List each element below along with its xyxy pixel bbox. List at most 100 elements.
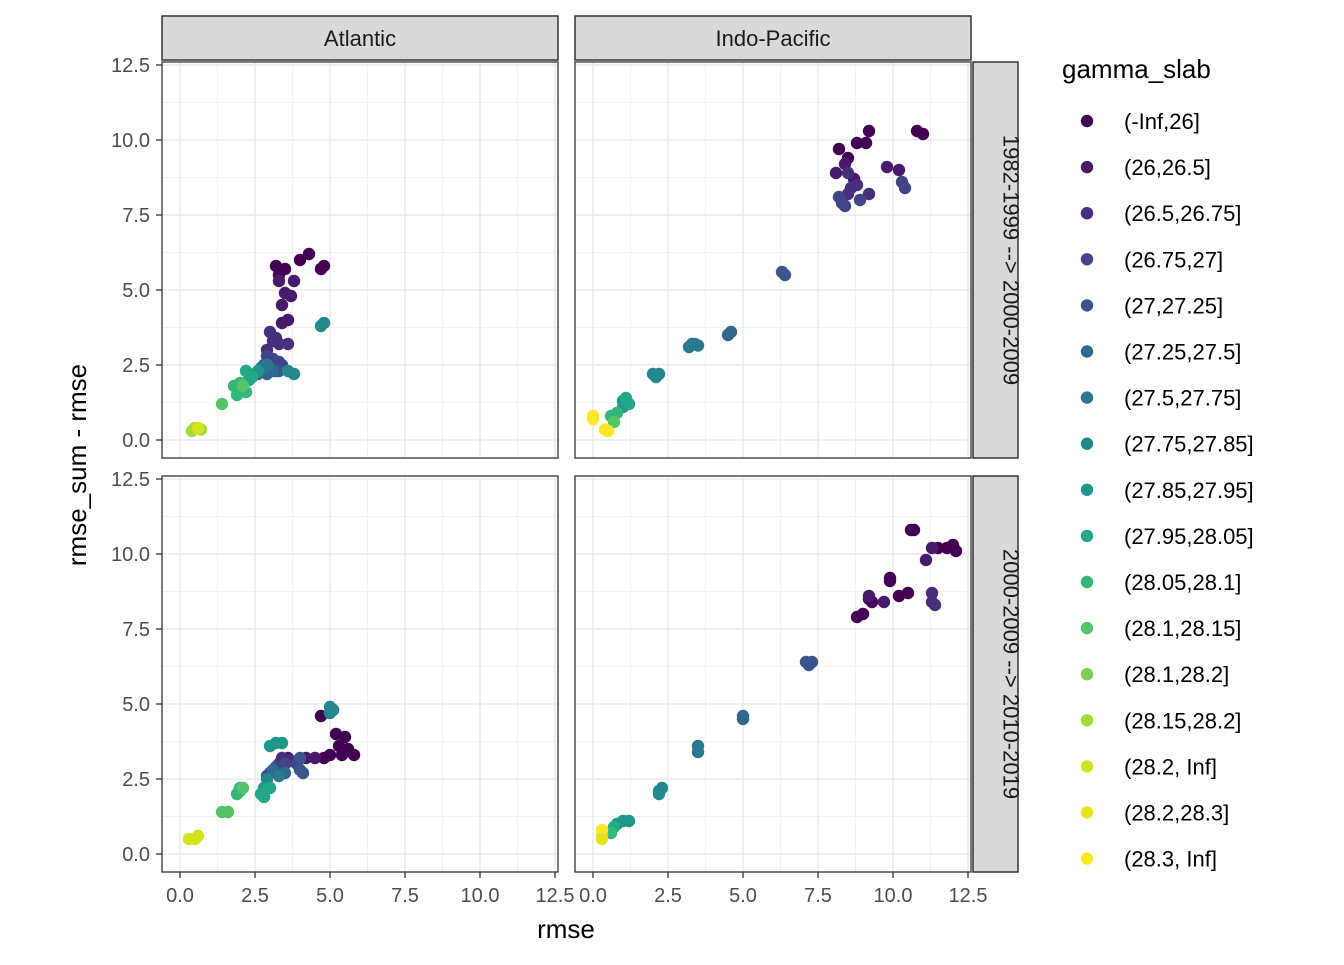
legend-key [1080,345,1094,358]
column-strip-label: Atlantic [324,26,396,51]
x-tick-label: 7.5 [804,885,832,907]
y-tick-label: 10.0 [111,544,150,566]
legend-item: (27,27.25] [1080,293,1223,318]
data-point [862,187,876,201]
legend-key [1080,391,1094,404]
x-tick-label: 7.5 [391,885,419,907]
x-tick-label: 0.0 [166,885,194,907]
y-tick-label: 0.0 [122,430,150,452]
data-point [317,259,331,273]
facet-panel: 0.0 2.5 5.0 7.5 10.0 12.5 [111,55,559,459]
legend-item: (28.1,28.2] [1080,662,1229,687]
data-point [263,781,277,795]
data-point [317,751,331,765]
legend-key [1080,760,1094,773]
legend-label: (28.1,28.15] [1124,616,1241,641]
data-point [916,127,930,141]
row-strip: 2000-2009 --> 2010-2019 [972,475,1024,873]
data-point [898,181,912,195]
data-point [862,589,876,603]
legend-label: (27.85,27.95] [1124,478,1254,503]
data-point [221,805,235,819]
legend-label: (26.75,27] [1124,247,1223,272]
data-point [284,289,298,303]
legend-label: (28.15,28.2] [1124,708,1241,733]
y-tick-label: 2.5 [122,769,150,791]
legend-key [1080,114,1094,128]
data-point [257,790,271,804]
legend-label: (27.75,27.85] [1124,432,1254,457]
data-point [832,142,846,156]
legend: gamma_slab (-Inf,26] (26,26.5] (26.5,26.75… [1062,54,1254,872]
data-point [245,370,259,384]
legend-label: (26.5,26.75] [1124,201,1241,226]
data-point [928,598,942,612]
y-tick-label: 12.5 [111,55,150,77]
data-point [883,574,897,588]
data-point [275,298,289,312]
row-strip: 1982-1999 --> 2000-2009 [972,61,1024,459]
legend-label: (26,26.5] [1124,155,1211,180]
panel-border [161,475,559,873]
data-point [691,745,705,759]
legend-label: (-Inf,26] [1124,109,1200,134]
y-axis-title: rmse_sum - rmse [62,364,92,566]
y-tick-label: 7.5 [122,619,150,641]
x-tick-label: 2.5 [241,885,269,907]
data-point [287,367,301,381]
legend-key [1080,806,1094,819]
data-point [272,769,286,783]
legend-item: (28.2,28.3] [1080,801,1229,826]
legend-key [1080,714,1094,727]
legend-key [1080,852,1094,865]
legend-label: (28.05,28.1] [1124,570,1241,595]
panels-layer: Atlantic Indo-Pacific 1982-1999 --> 2000-2… [111,15,1024,907]
data-point [877,595,891,609]
data-point [880,160,894,174]
legend-label: (27.95,28.05] [1124,524,1254,549]
data-point [949,544,963,558]
data-point [838,199,852,213]
column-strip-bg [161,15,559,61]
column-strip: Indo-Pacific [574,15,972,61]
legend-item: (27.85,27.95] [1080,478,1254,503]
data-point [778,268,792,282]
facet-panel: 0.0 2.5 5.0 7.5 10.0 12.5 [574,475,987,907]
legend-item: (28.2, Inf] [1080,754,1217,779]
row-strip-label: 1982-1999 --> 2000-2009 [999,135,1024,385]
data-point [655,781,669,795]
data-point [236,379,250,393]
y-tick-label: 5.0 [122,694,150,716]
data-point [850,610,864,624]
column-strip-bg [574,15,972,61]
legend-item: (27.25,27.5] [1080,340,1241,365]
data-point [736,712,750,726]
data-point [302,247,316,261]
data-point [850,136,864,150]
legend-key [1080,621,1094,635]
legend-key [1080,575,1094,589]
legend-label: (28.1,28.2] [1124,662,1229,687]
legend-key [1080,253,1094,266]
data-point [293,751,307,765]
legend-label: (28.2, Inf] [1124,754,1217,779]
legend-item: (26.75,27] [1080,247,1223,272]
data-point [293,253,307,267]
data-point [272,274,286,288]
legend-key [1080,160,1094,174]
data-point [595,832,609,846]
data-point [919,553,933,567]
x-axis-title: rmse [537,914,595,944]
data-point [595,823,609,837]
data-point [335,748,349,762]
facet-panel [574,61,972,459]
legend-item: (-Inf,26] [1080,109,1200,134]
data-point [230,388,244,402]
data-point [859,136,873,150]
panel-background [162,62,558,458]
legend-key [1080,437,1094,450]
legend-item: (26.5,26.75] [1080,201,1241,226]
data-point [598,423,612,436]
panel-background [575,476,971,872]
